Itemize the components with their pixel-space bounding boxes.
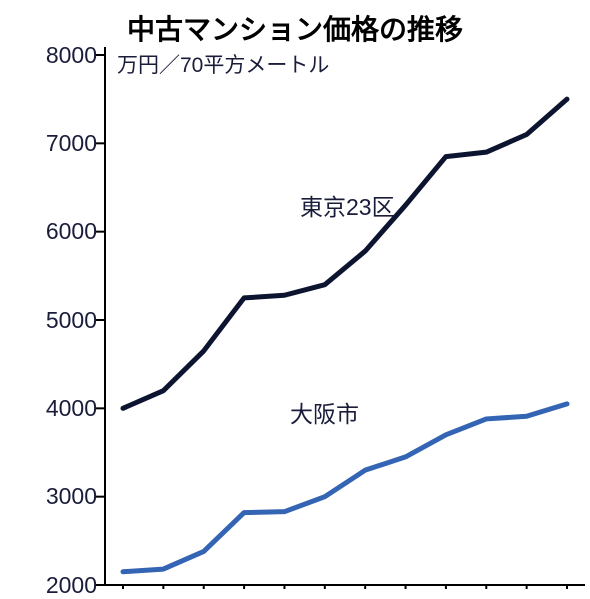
series-line-osaka [123, 404, 567, 572]
series-line-tokyo23 [123, 99, 567, 408]
y-axis-label: 3000 [46, 483, 97, 510]
y-axis-label: 4000 [46, 395, 97, 422]
y-axis-label: 2000 [46, 572, 97, 599]
y-axis-label: 8000 [46, 42, 97, 69]
chart-container: 中古マンション価格の推移 万円／70平方メートル 200030004000500… [0, 0, 590, 589]
series-label-tokyo23: 東京23区 [300, 188, 395, 222]
series-label-osaka: 大阪市 [290, 395, 359, 429]
y-axis-label: 7000 [46, 130, 97, 157]
y-axis-label: 5000 [46, 307, 97, 334]
y-axis-label: 6000 [46, 218, 97, 245]
